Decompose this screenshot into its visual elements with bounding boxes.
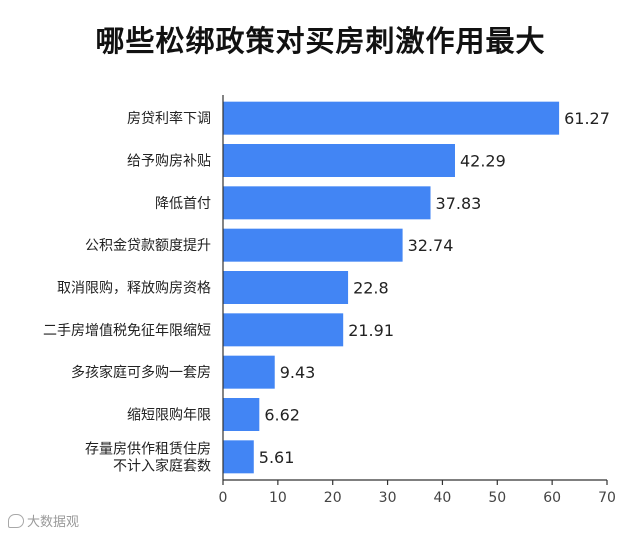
chart-title: 哪些松绑政策对买房刺激作用最大 [95, 24, 546, 58]
data-label-1: 42.29 [460, 152, 506, 171]
brand-watermark: 大数据观 [8, 511, 79, 530]
x-tick-label-5: 50 [488, 490, 506, 506]
category-label-8-line-1: 不计入家庭套数 [113, 457, 211, 474]
data-label-2: 37.83 [436, 194, 482, 213]
category-label-2: 降低首付 [155, 196, 211, 212]
brand-logo-icon [8, 514, 24, 528]
category-label-1: 给予购房补贴 [127, 154, 211, 170]
bar-2 [223, 186, 431, 220]
bar-8 [223, 440, 254, 474]
x-tick-label-7: 70 [598, 490, 616, 506]
bar-3 [223, 228, 403, 262]
data-label-6: 9.43 [280, 363, 316, 382]
data-label-5: 21.91 [348, 321, 394, 340]
bar-7 [223, 398, 260, 431]
x-tick-label-6: 60 [543, 490, 561, 506]
data-label-8: 5.61 [259, 448, 295, 467]
bar-4 [223, 271, 349, 304]
bar-6 [223, 355, 275, 389]
category-label-5: 二手房增值税免征年限缩短 [43, 323, 211, 339]
data-label-7: 6.62 [264, 406, 300, 425]
category-label-0: 房贷利率下调 [127, 110, 211, 127]
data-label-0: 61.27 [564, 109, 610, 128]
bar-1 [223, 144, 455, 177]
category-label-4: 取消限购，释放购房资格 [57, 281, 211, 297]
bar-5 [223, 313, 344, 347]
category-label-7: 缩短限购年限 [127, 408, 211, 424]
x-tick-label-2: 20 [324, 490, 342, 506]
x-tick-label-0: 0 [219, 490, 228, 506]
data-label-3: 32.74 [408, 236, 454, 255]
x-tick-label-4: 40 [434, 490, 452, 506]
x-tick-label-1: 10 [269, 490, 287, 506]
category-label-3: 公积金贷款额度提升 [85, 238, 211, 254]
category-label-6: 多孩家庭可多购一套房 [71, 364, 211, 381]
category-label-8-line-0: 存量房供作租赁住房 [85, 441, 211, 457]
bar-0 [223, 101, 560, 135]
x-tick-label-3: 30 [379, 490, 397, 506]
brand-text: 大数据观 [27, 515, 80, 530]
data-label-4: 22.8 [353, 279, 389, 298]
